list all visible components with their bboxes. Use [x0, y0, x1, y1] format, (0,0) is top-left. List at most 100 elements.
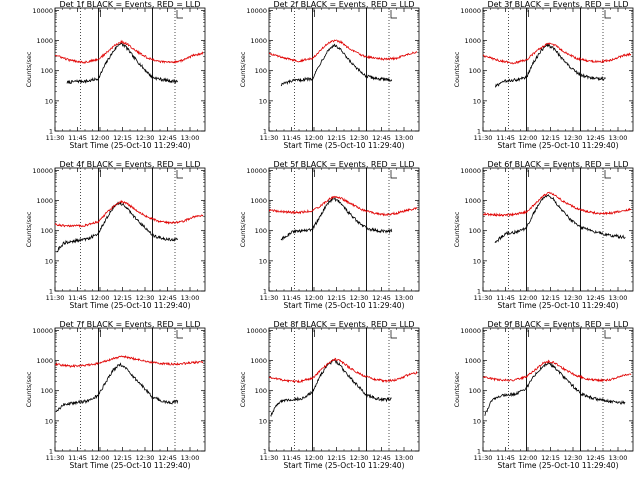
lld-series-line: [483, 191, 632, 217]
y-axis-label: Counts/sec: [25, 51, 33, 87]
x-tick-label: 13:00: [395, 454, 414, 462]
y-tick-label: 100: [255, 387, 267, 395]
x-tick-label: 12:30: [136, 134, 155, 142]
y-axis-label: Counts/sec: [25, 211, 33, 247]
y-tick-label: 100: [41, 67, 53, 75]
x-tick-label: 12:45: [158, 134, 177, 142]
chart-title: Det 2f BLACK = Events, RED = LLD: [273, 0, 414, 9]
events-series-line: [280, 43, 393, 87]
y-tick-label: 10: [473, 417, 481, 425]
chart-panel: Det 5f BLACK = Events, RED = LLD 1 10 100 10…: [239, 160, 420, 310]
chart-panel: Det 8f BLACK = Events, RED = LLD 1 10 100 10…: [239, 320, 420, 470]
x-tick-label: 11:45: [496, 454, 515, 462]
y-tick-label: 100: [255, 67, 267, 75]
chart-panel: Det 7f BLACK = Events, RED = LLD 1 10 100 10…: [25, 320, 206, 470]
x-tick-label: 12:30: [350, 294, 369, 302]
end-marker: [390, 10, 397, 19]
x-tick-label: 12:15: [541, 294, 560, 302]
x-axis-label: Start Time (25-Oct-10 11:29:40): [497, 461, 618, 470]
end-marker: [390, 170, 397, 179]
y-tick-label: 10: [259, 257, 267, 265]
y-tick-label: 1: [263, 288, 267, 296]
chart-title: Det 7f BLACK = Events, RED = LLD: [59, 320, 200, 329]
x-tick-label: 12:45: [158, 454, 177, 462]
y-axis-label: Counts/sec: [25, 371, 33, 407]
plot-frame: [54, 167, 206, 292]
chart-title: Det 5f BLACK = Events, RED = LLD: [273, 160, 414, 169]
x-tick-label: 11:45: [68, 454, 87, 462]
y-axis-label: Counts/sec: [239, 371, 247, 407]
y-tick-label: 1000: [250, 357, 267, 365]
x-tick-label: 12:15: [327, 454, 346, 462]
y-tick-label: 1: [49, 288, 53, 296]
y-tick-label: 1: [477, 128, 481, 136]
x-tick-label: 11:30: [474, 134, 493, 142]
chart-panel: Det 1f BLACK = Events, RED = LLD 1 10 100 10…: [25, 0, 206, 150]
x-tick-label: 12:00: [519, 134, 538, 142]
y-tick-label: 10000: [246, 327, 267, 335]
end-marker: [176, 10, 183, 19]
y-tick-label: 10000: [460, 327, 481, 335]
y-tick-label: 1000: [36, 197, 53, 205]
y-axis-label: Counts/sec: [239, 211, 247, 247]
y-tick-label: 10000: [246, 167, 267, 175]
x-tick-label: 12:45: [586, 294, 605, 302]
x-tick-label: 12:30: [136, 454, 155, 462]
chart-title: Det 1f BLACK = Events, RED = LLD: [59, 0, 200, 9]
x-axis-label: Start Time (25-Oct-10 11:29:40): [69, 301, 190, 310]
x-tick-label: 12:15: [327, 134, 346, 142]
y-axis-label: Counts/sec: [453, 371, 461, 407]
y-tick-label: 1000: [464, 37, 481, 45]
x-tick-label: 13:00: [395, 134, 414, 142]
y-tick-label: 10: [45, 97, 53, 105]
x-tick-label: 12:30: [564, 454, 583, 462]
plot-frame: [268, 7, 420, 132]
y-tick-label: 10000: [460, 167, 481, 175]
x-axis-label: Start Time (25-Oct-10 11:29:40): [283, 461, 404, 470]
x-axis-label: Start Time (25-Oct-10 11:29:40): [497, 301, 618, 310]
lld-series-line: [269, 195, 418, 217]
x-axis-label: Start Time (25-Oct-10 11:29:40): [69, 141, 190, 150]
x-tick-label: 11:30: [46, 134, 65, 142]
y-axis-label: Counts/sec: [239, 51, 247, 87]
y-tick-label: 10000: [32, 327, 53, 335]
chart-title: Det 6f BLACK = Events, RED = LLD: [487, 160, 628, 169]
y-tick-label: 10: [473, 257, 481, 265]
x-tick-label: 13:00: [609, 454, 628, 462]
x-tick-label: 12:00: [305, 454, 324, 462]
x-tick-label: 12:00: [91, 454, 110, 462]
y-tick-label: 10: [259, 417, 267, 425]
x-tick-label: 12:45: [372, 134, 391, 142]
events-series-line: [494, 194, 626, 244]
x-tick-label: 12:45: [586, 134, 605, 142]
y-tick-label: 10: [259, 97, 267, 105]
y-tick-label: 100: [41, 227, 53, 235]
x-tick-label: 11:30: [260, 454, 279, 462]
chart-panel: Det 9f BLACK = Events, RED = LLD 1 10 100 10…: [453, 320, 634, 470]
end-marker: [390, 330, 397, 339]
x-tick-label: 11:45: [68, 294, 87, 302]
x-tick-label: 11:30: [474, 294, 493, 302]
events-series-line: [280, 196, 393, 241]
events-series-line: [56, 362, 179, 412]
plot-frame: [54, 327, 206, 452]
end-marker: [604, 330, 611, 339]
events-series-line: [494, 42, 606, 88]
y-tick-label: 10000: [32, 167, 53, 175]
lld-series-line: [269, 357, 418, 384]
chart-panel: Det 4f BLACK = Events, RED = LLD 1 10 100 10…: [25, 160, 206, 310]
plot-frame: [482, 7, 634, 132]
plot-frame: [268, 327, 420, 452]
y-tick-label: 1000: [464, 197, 481, 205]
x-tick-label: 11:30: [260, 134, 279, 142]
x-tick-label: 11:45: [282, 134, 301, 142]
chart-title: Det 9f BLACK = Events, RED = LLD: [487, 320, 628, 329]
x-tick-label: 12:45: [372, 454, 391, 462]
events-series-line: [66, 42, 178, 84]
plot-frame: [482, 327, 634, 452]
x-tick-label: 13:00: [609, 134, 628, 142]
x-tick-label: 12:00: [91, 134, 110, 142]
y-tick-label: 1000: [36, 357, 53, 365]
x-axis-label: Start Time (25-Oct-10 11:29:40): [283, 301, 404, 310]
x-tick-label: 12:15: [113, 134, 132, 142]
